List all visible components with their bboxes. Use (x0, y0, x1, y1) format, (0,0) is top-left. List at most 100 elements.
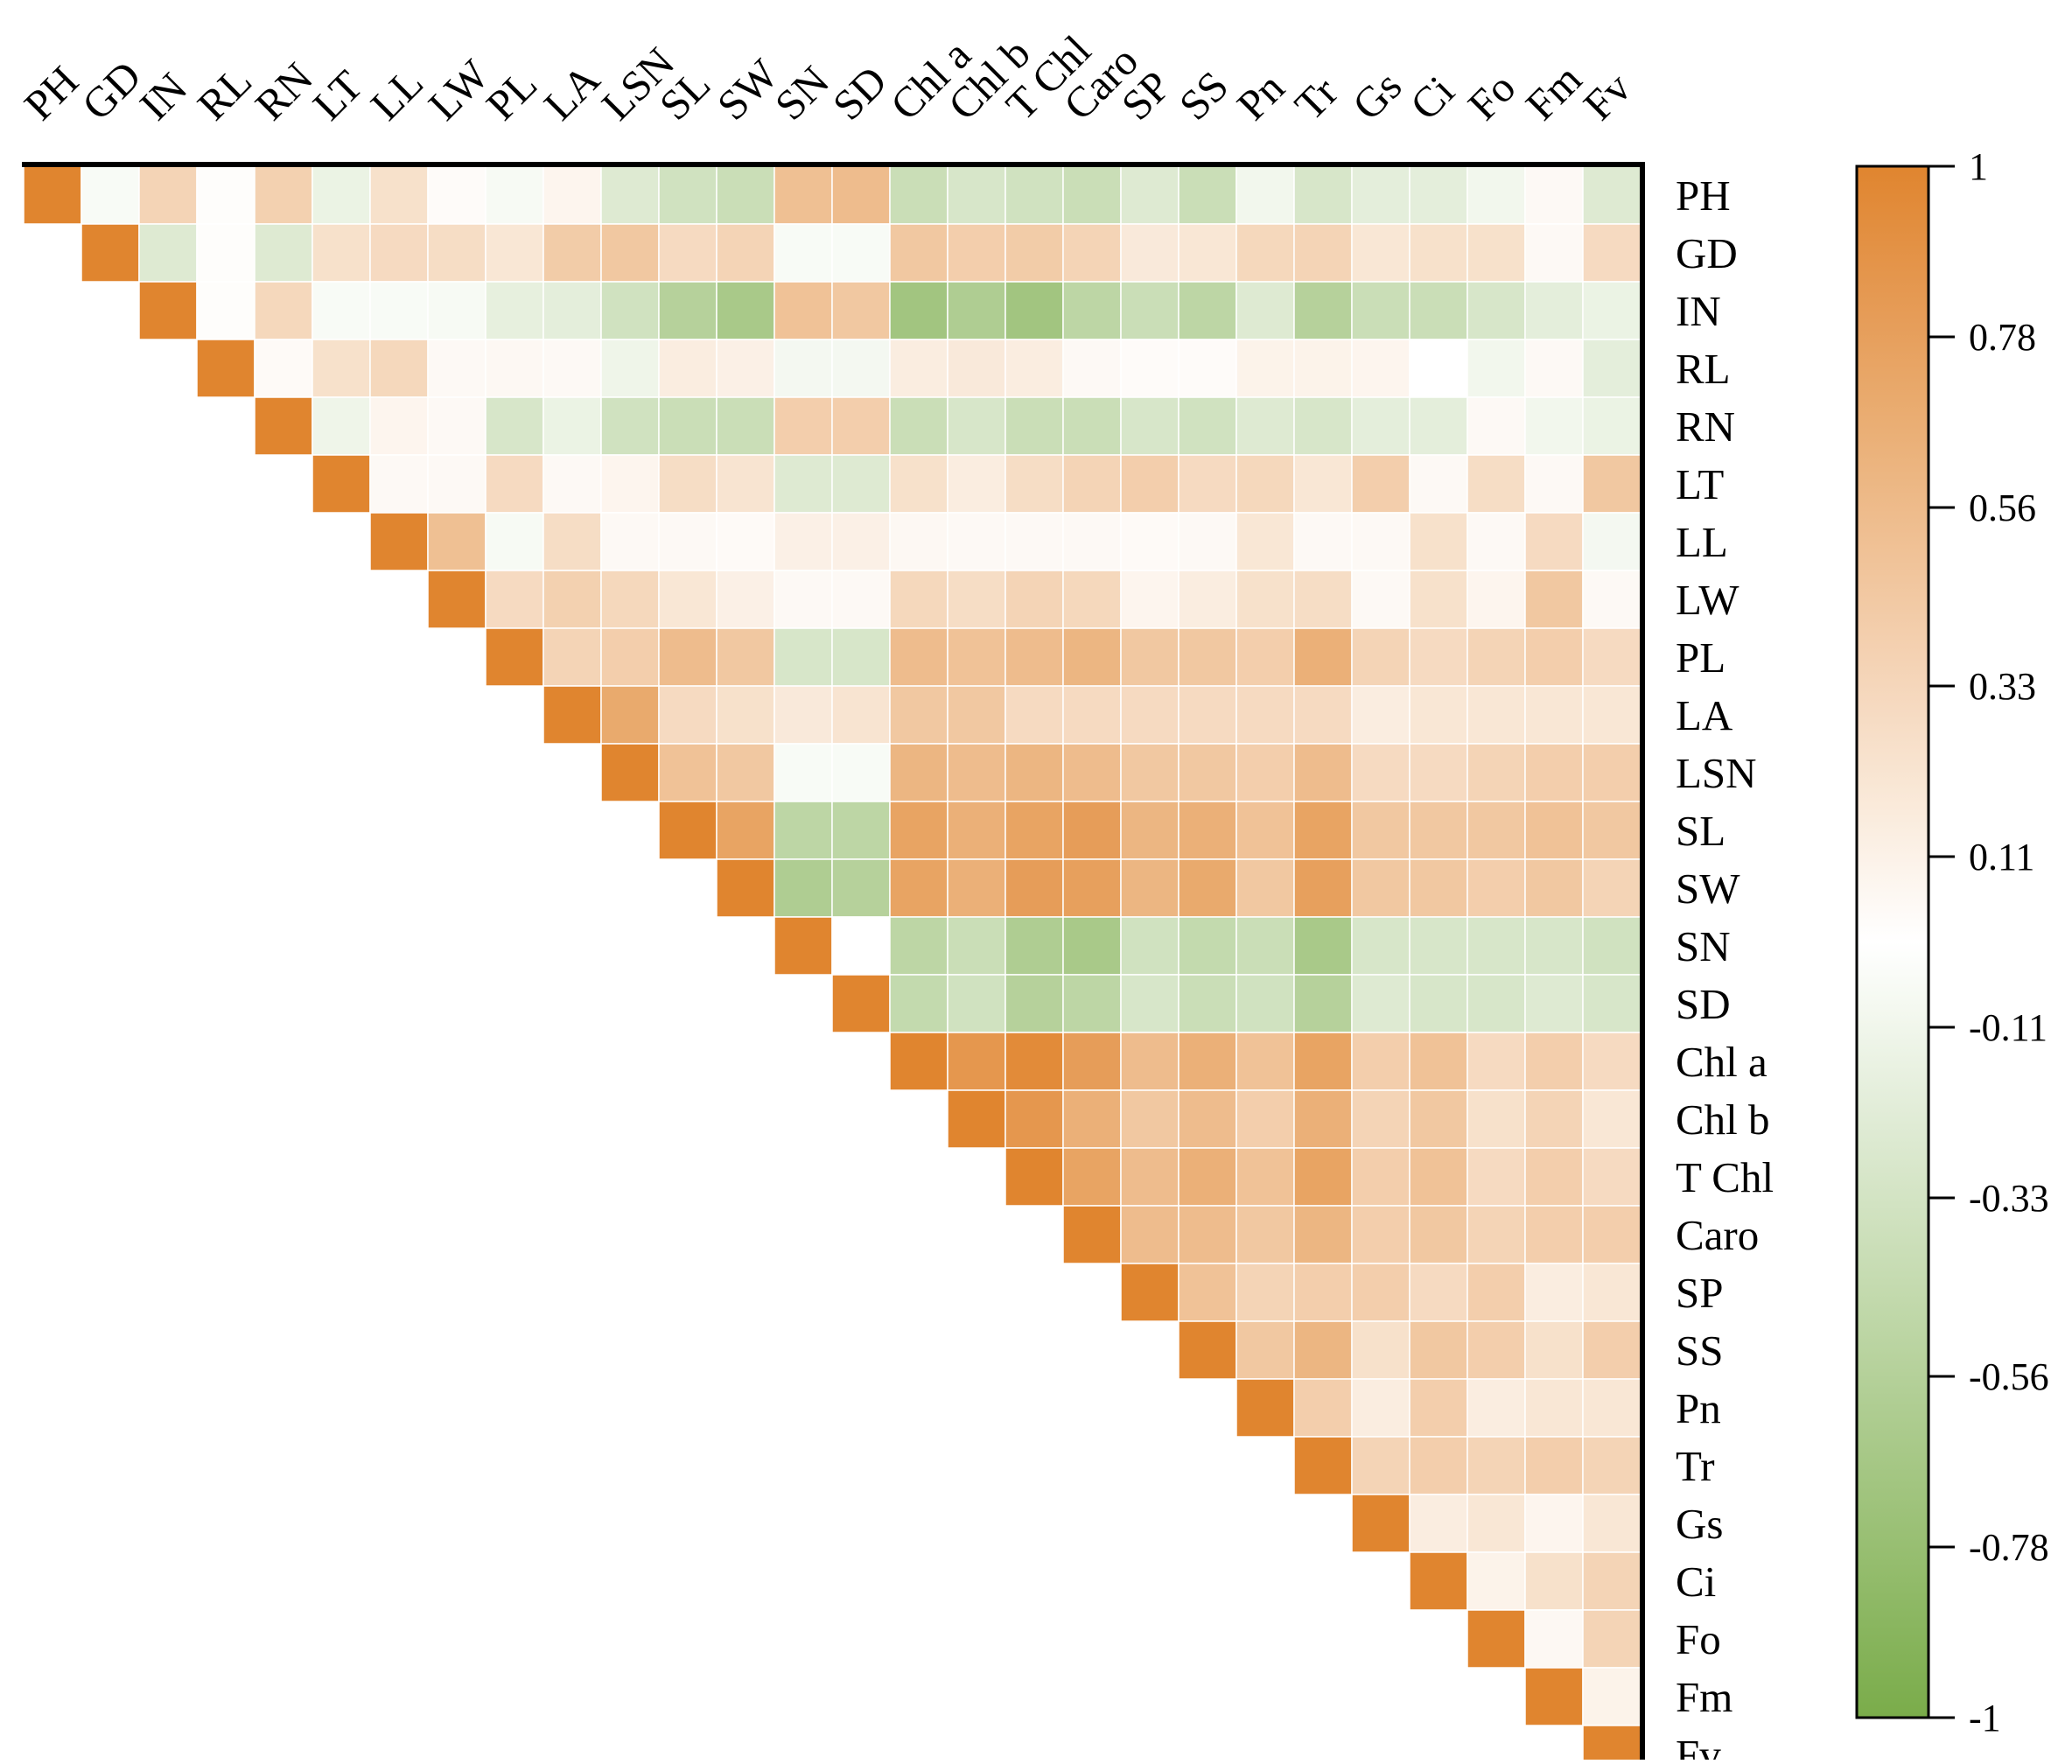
heatmap-cell-rn-ss (1178, 396, 1237, 456)
heatmap-cell-ll-sw (716, 512, 775, 571)
heatmap-axes (22, 162, 1645, 1764)
heatmap-cell-rn-sd (831, 396, 891, 456)
heatmap-cell-pl-sl (658, 627, 718, 687)
heatmap-cell-sl-gs (1351, 801, 1410, 860)
heatmap-cell-lsn-pn (1236, 743, 1295, 802)
heatmap-cell-rl-pl (485, 339, 544, 398)
heatmap-cell-sl-sp (1120, 801, 1180, 860)
heatmap-cell-sw-fv (1582, 858, 1642, 918)
heatmap-cell-pl-sw (716, 627, 775, 687)
heatmap-cell-rl-sd (831, 339, 891, 398)
right-label-lt: LT (1676, 460, 1724, 508)
heatmap-cell-lsn-sd (831, 743, 891, 802)
heatmap-cell-rn-fm (1524, 396, 1584, 456)
heatmap-cell-lw-pn (1236, 570, 1295, 629)
heatmap-cell-gd-chl-b (947, 223, 1006, 283)
heatmap-cell-rl-rl (196, 339, 256, 398)
heatmap-cell-rn-lt (312, 396, 371, 456)
heatmap-cell-gs-fo (1466, 1494, 1526, 1553)
heatmap-cell-t-chl-fv (1582, 1147, 1642, 1207)
heatmap-cell-sn-gs (1351, 916, 1410, 976)
heatmap-cell-t-chl-fm (1524, 1147, 1584, 1207)
heatmap-cell-sw-tr (1293, 858, 1353, 918)
heatmap-cell-sp-fv (1582, 1263, 1642, 1322)
heatmap-cell-ll-fm (1524, 512, 1584, 571)
heatmap-cell-pl-gs (1351, 627, 1410, 687)
right-label-la: LA (1676, 691, 1733, 739)
right-label-gs: Gs (1676, 1500, 1723, 1548)
heatmap-cell-rl-sl (658, 339, 718, 398)
heatmap-cell-caro-pn (1236, 1205, 1295, 1264)
heatmap-cell-sw-sn (774, 858, 833, 918)
heatmap-cell-sl-sn (774, 801, 833, 860)
heatmap-cell-lt-chl-a (889, 454, 948, 514)
heatmap-cell-ll-la (542, 512, 602, 571)
heatmap-cell-ph-caro (1062, 165, 1122, 225)
heatmap-cell-pl-t-chl (1004, 627, 1064, 687)
heatmap-cell-caro-gs (1351, 1205, 1410, 1264)
heatmap-cell-pl-ci (1409, 627, 1468, 687)
heatmap-cell-ph-ph (23, 165, 82, 225)
heatmap-cell-rl-lt (312, 339, 371, 398)
top-label-ci: Ci (1401, 66, 1464, 130)
heatmap-cell-t-chl-ss (1178, 1147, 1237, 1207)
heatmap-cell-ll-pl (485, 512, 544, 571)
heatmap-cell-ll-chl-b (947, 512, 1006, 571)
right-label-ci: Ci (1676, 1558, 1716, 1606)
heatmap-cell-pn-fv (1582, 1378, 1642, 1438)
heatmap-cell-ph-fm (1524, 165, 1584, 225)
heatmap-cell-chl-b-gs (1351, 1089, 1410, 1149)
heatmap-cell-lsn-gs (1351, 743, 1410, 802)
heatmap-cell-lt-gs (1351, 454, 1410, 514)
heatmap-cell-gd-fo (1466, 223, 1526, 283)
heatmap-cell-pl-caro (1062, 627, 1122, 687)
heatmap-cell-in-fm (1524, 281, 1584, 340)
heatmap-cell-ss-gs (1351, 1320, 1410, 1380)
heatmap-cell-chl-b-fo (1466, 1089, 1526, 1149)
heatmap-cell-sd-gs (1351, 974, 1410, 1033)
heatmap-cell-sp-tr (1293, 1263, 1353, 1322)
heatmap-cell-in-sn (774, 281, 833, 340)
heatmap-cell-lw-sp (1120, 570, 1180, 629)
heatmap-cell-pl-fm (1524, 627, 1584, 687)
heatmap-cell-pn-fo (1466, 1378, 1526, 1438)
heatmap-cell-ss-ci (1409, 1320, 1468, 1380)
heatmap-cell-la-caro (1062, 685, 1122, 745)
heatmap-cell-gd-chl-a (889, 223, 948, 283)
heatmap-cell-sd-pn (1236, 974, 1295, 1033)
heatmap-cell-gs-fm (1524, 1494, 1584, 1553)
heatmap-cell-in-lw (427, 281, 486, 340)
heatmap-cell-gd-gs (1351, 223, 1410, 283)
heatmap-cell-gd-gd (80, 223, 140, 283)
heatmap-cell-rn-ci (1409, 396, 1468, 456)
heatmap-cell-ph-rl (196, 165, 256, 225)
heatmap-cell-sn-t-chl (1004, 916, 1064, 976)
heatmap-cell-rl-rn (254, 339, 313, 398)
heatmap-cell-chl-a-chl-b (947, 1032, 1006, 1091)
heatmap-cell-sw-t-chl (1004, 858, 1064, 918)
heatmap-cell-rn-sp (1120, 396, 1180, 456)
heatmap-cell-rl-tr (1293, 339, 1353, 398)
heatmap-cell-lt-ci (1409, 454, 1468, 514)
colorbar-tick-label: 0.11 (1969, 836, 2034, 878)
heatmap-cell-pl-sp (1120, 627, 1180, 687)
heatmap-cell-lsn-caro (1062, 743, 1122, 802)
heatmap-cell-ss-tr (1293, 1320, 1353, 1380)
heatmap-cell-sn-chl-b (947, 916, 1006, 976)
heatmap-cell-ll-lw (427, 512, 486, 571)
heatmap-cell-caro-fo (1466, 1205, 1526, 1264)
heatmap-cell-la-sd (831, 685, 891, 745)
heatmap-cell-ph-sp (1120, 165, 1180, 225)
heatmap-cell-ph-la (542, 165, 602, 225)
heatmap-cell-rn-sn (774, 396, 833, 456)
heatmap-cell-sd-sp (1120, 974, 1180, 1033)
heatmap-cell-ph-rn (254, 165, 313, 225)
heatmap-cell-sp-fo (1466, 1263, 1526, 1322)
heatmap-cell-sd-chl-b (947, 974, 1006, 1033)
heatmap-cell-lt-pn (1236, 454, 1295, 514)
heatmap-cell-rn-lsn (600, 396, 660, 456)
colorbar-tick-label: 1 (1969, 145, 1988, 188)
heatmap-cell-in-fo (1466, 281, 1526, 340)
heatmap-cell-lw-sn (774, 570, 833, 629)
heatmap-cell-sw-fm (1524, 858, 1584, 918)
